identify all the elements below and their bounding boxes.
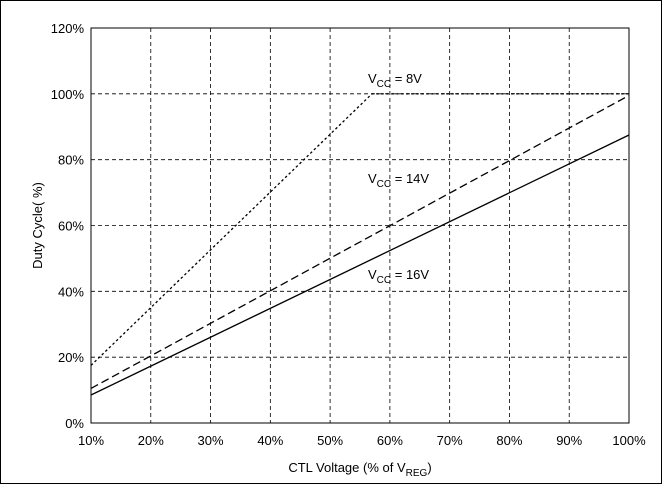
y-tick-label: 0% <box>65 416 84 431</box>
x-tick-label: 10% <box>78 433 104 448</box>
x-tick-label: 70% <box>437 433 463 448</box>
x-tick-label: 50% <box>317 433 343 448</box>
x-tick-label: 40% <box>257 433 283 448</box>
y-tick-label: 80% <box>58 153 84 168</box>
tick-labels: 10% 20% 30% 40% 50% 60% 70% 80% 90% 100% 0% 20% 40% 6… <box>51 21 646 448</box>
y-tick-label: 40% <box>58 284 84 299</box>
x-tick-label: 80% <box>496 433 522 448</box>
y-tick-label: 120% <box>51 21 85 36</box>
x-tick-label: 20% <box>138 433 164 448</box>
x-tick-label: 60% <box>377 433 403 448</box>
x-tick-label: 90% <box>556 433 582 448</box>
series-line <box>90 93 629 366</box>
y-tick-label: 100% <box>51 87 85 102</box>
series-lines <box>90 93 630 396</box>
plot-area <box>90 27 630 424</box>
y-tick-label: 60% <box>58 219 84 234</box>
series-line <box>90 134 630 396</box>
series-label: VCC = 14V <box>368 171 429 190</box>
series-label: VCC = 8V <box>368 71 422 90</box>
x-axis-title-end: ) <box>427 460 431 475</box>
series-label: VCC = 16V <box>368 267 429 286</box>
grid-lines <box>91 28 629 423</box>
y-axis-title: Duty Cycle( %) <box>30 182 45 269</box>
x-axis-title-main: CTL Voltage (% of V <box>288 460 406 475</box>
x-tick-label: 100% <box>612 433 646 448</box>
series-line <box>90 94 630 390</box>
y-tick-label: 20% <box>58 350 84 365</box>
x-axis-title: CTL Voltage (% of VREG) <box>288 460 431 479</box>
x-axis-title-subscript: REG <box>406 468 428 479</box>
series-annotations: VCC = 8V VCC = 14V VCC = 16V <box>368 71 429 286</box>
x-tick-label: 30% <box>198 433 224 448</box>
